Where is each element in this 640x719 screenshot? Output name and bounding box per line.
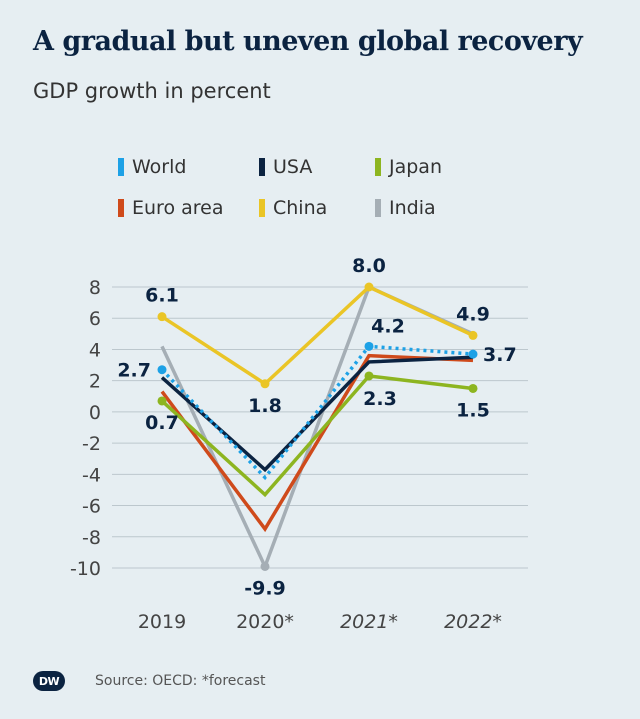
legend-item: India: [375, 196, 505, 220]
data-point: [364, 341, 374, 351]
dw-logo: DW: [33, 671, 65, 691]
series-line-china: [161, 284, 474, 387]
data-point: [468, 383, 478, 393]
legend-label: World: [132, 156, 187, 178]
y-tick-label: -10: [70, 558, 101, 580]
legend-label: China: [273, 197, 328, 219]
y-tick-label: -8: [82, 527, 101, 549]
x-tick-label: 2022*: [444, 611, 502, 633]
legend-item: World: [118, 155, 259, 179]
x-tick-label: 2019: [138, 611, 186, 633]
data-label: 2.7: [117, 360, 151, 382]
legend-swatch: [259, 199, 265, 217]
legend: World USA Japan Euro area China India: [118, 155, 518, 220]
data-point: [260, 561, 270, 571]
data-label: 6.1: [145, 285, 179, 307]
legend-item: China: [259, 196, 375, 220]
legend-swatch: [375, 199, 381, 217]
data-label: 1.5: [456, 399, 490, 421]
data-point: [468, 330, 478, 340]
legend-label: Euro area: [132, 197, 224, 219]
data-point: [157, 365, 167, 375]
legend-item: Japan: [375, 155, 505, 179]
x-tick-label: 2021*: [340, 611, 398, 633]
y-tick-label: 8: [89, 277, 101, 299]
data-point: [364, 282, 374, 292]
series-line-india: [160, 284, 474, 571]
legend-label: India: [389, 197, 436, 219]
data-label: 3.7: [483, 344, 517, 366]
y-tick-label: 2: [89, 371, 101, 393]
data-label: 4.2: [371, 315, 405, 337]
y-tick-label: 0: [89, 402, 101, 424]
legend-swatch: [375, 158, 381, 176]
series-line-japan: [160, 374, 474, 498]
legend-label: USA: [273, 156, 313, 178]
chart-title: A gradual but uneven global recovery: [33, 26, 583, 57]
series-line-usa: [160, 355, 474, 473]
data-point: [157, 312, 167, 322]
y-tick-label: -6: [82, 496, 101, 518]
legend-swatch: [259, 158, 265, 176]
source-note: Source: OECD: *forecast: [95, 673, 266, 689]
data-label: 1.8: [248, 395, 282, 417]
y-tick-label: 6: [89, 308, 101, 330]
x-tick-label: 2020*: [236, 611, 294, 633]
chart-subtitle: GDP growth in percent: [33, 79, 271, 103]
legend-label: Japan: [389, 156, 442, 178]
data-point: [157, 396, 167, 406]
legend-item: Euro area: [118, 196, 259, 220]
y-tick-label: -4: [82, 464, 101, 486]
legend-swatch: [118, 199, 124, 217]
footer: DW Source: OECD: *forecast: [33, 671, 265, 691]
data-label: 2.3: [363, 388, 397, 410]
data-point: [364, 371, 374, 381]
data-label: 8.0: [352, 255, 386, 277]
y-tick-label: -2: [82, 433, 101, 455]
y-tick-label: 4: [89, 339, 101, 361]
legend-swatch: [118, 158, 124, 176]
series-line-world: [160, 344, 474, 481]
data-label: 0.7: [145, 412, 179, 434]
legend-item: USA: [259, 155, 375, 179]
data-label: 4.9: [456, 303, 490, 325]
data-label: -9.9: [244, 577, 286, 599]
data-point: [260, 379, 270, 389]
data-point: [468, 349, 478, 359]
